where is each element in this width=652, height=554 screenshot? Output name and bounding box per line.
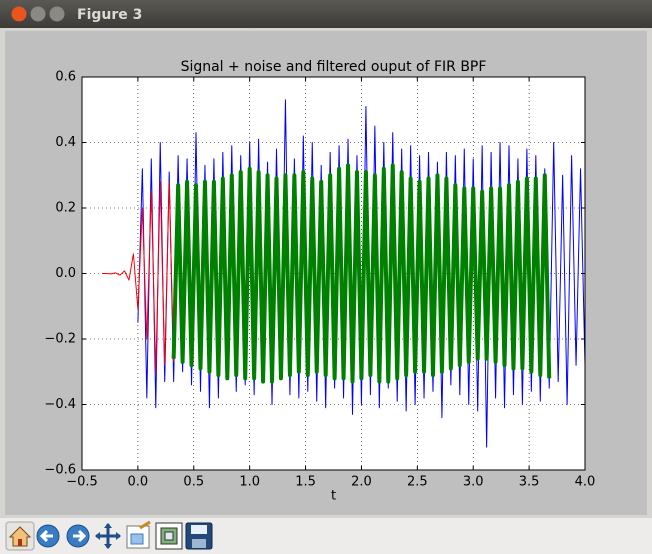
x-tick-label: 1.5	[295, 475, 316, 490]
minimize-button[interactable]	[30, 6, 46, 22]
x-tick-label: 0.0	[128, 475, 149, 490]
series-line	[171, 163, 552, 384]
x-tick-label: −0.5	[66, 475, 98, 490]
home-button[interactable]	[5, 521, 35, 551]
x-tick-label: 3.0	[463, 475, 484, 490]
y-tick-label: −0.4	[44, 397, 76, 412]
y-tick-label: 0.6	[55, 70, 76, 85]
forward-button[interactable]	[66, 524, 90, 548]
x-tick-label: 3.5	[519, 475, 540, 490]
back-button[interactable]	[36, 524, 60, 548]
zoom-button[interactable]	[126, 520, 151, 549]
y-tick-label: 0.0	[55, 266, 76, 281]
y-tick-label: 0.2	[55, 201, 76, 216]
series-line	[102, 181, 175, 373]
close-button[interactable]	[11, 6, 27, 22]
x-tick-label: 2.5	[407, 475, 428, 490]
save-button[interactable]	[185, 522, 213, 550]
title-bar	[0, 0, 652, 28]
subplots-button[interactable]	[155, 522, 183, 550]
x-tick-label: 2.0	[351, 475, 372, 490]
chart-title: Signal + noise and filtered ouput of FIR…	[181, 59, 487, 75]
x-tick-label: 0.5	[183, 475, 204, 490]
y-tick-label: −0.6	[44, 463, 76, 478]
window-title: Figure 3	[77, 7, 142, 23]
x-tick-label: 4.0	[575, 475, 596, 490]
x-tick-label: 1.0	[239, 475, 260, 490]
maximize-button[interactable]	[49, 6, 65, 22]
y-tick-label: −0.2	[44, 332, 76, 347]
y-tick-label: 0.4	[55, 135, 76, 150]
x-axis-label: t	[331, 489, 336, 504]
pan-button[interactable]	[95, 523, 121, 549]
